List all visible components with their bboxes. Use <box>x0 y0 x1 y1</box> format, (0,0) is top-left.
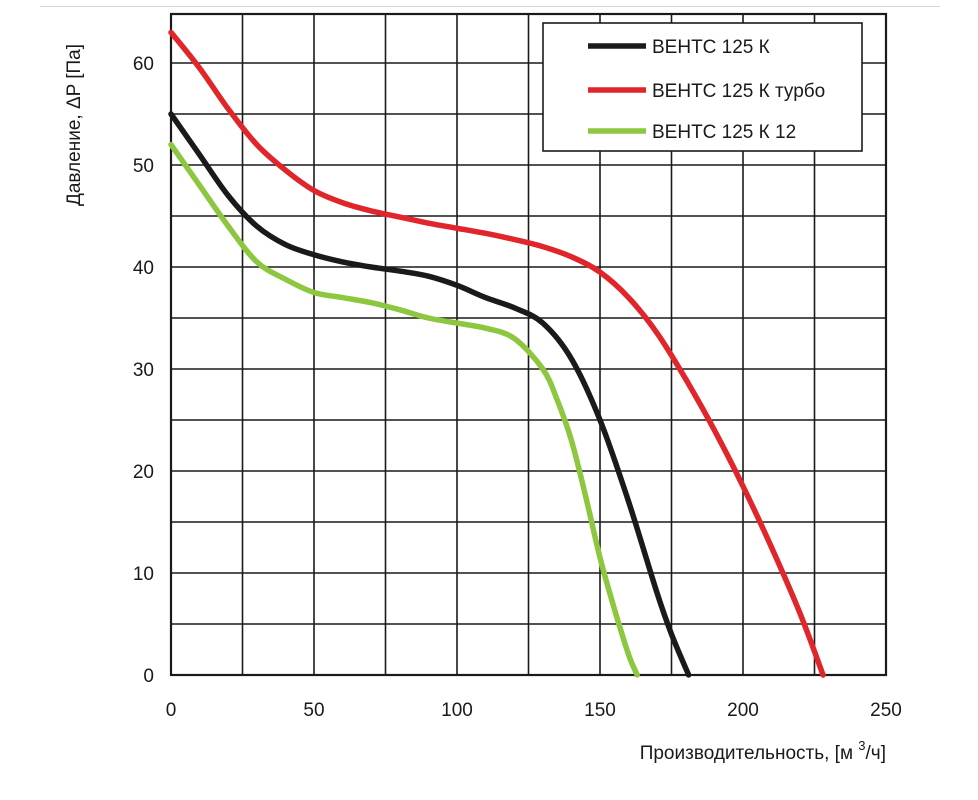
legend: ВЕНТС 125 К ВЕНТС 125 К турбо ВЕНТС 125 К … <box>542 22 863 152</box>
x-tick-label: 150 <box>584 700 616 721</box>
legend-entry-label: ВЕНТС 125 К 12 <box>652 122 796 143</box>
x-tick-label: 50 <box>303 700 324 721</box>
series-group <box>168 29 826 678</box>
legend-entry-label: ВЕНТС 125 К <box>652 37 770 58</box>
y-tick-label: 40 <box>133 258 154 279</box>
x-tick-label: 200 <box>727 700 759 721</box>
x-axis-title-main: Производительность, [м <box>640 743 859 764</box>
grid <box>169 12 888 677</box>
axes: 0 50 100 150 200 250 0 10 20 30 40 50 60 Производител… <box>64 44 902 764</box>
y-tick-label: 0 <box>143 666 154 687</box>
y-axis-title: Давление, ΔP [Па] <box>64 44 85 206</box>
legend-entry-label: ВЕНТС 125 К турбо <box>652 81 825 102</box>
y-tick-label: 30 <box>133 360 154 381</box>
series-line-vents-125-k <box>168 111 692 678</box>
y-tick-label: 50 <box>133 156 154 177</box>
x-tick-label: 250 <box>870 700 902 721</box>
x-tick-label: 100 <box>441 700 473 721</box>
plot-frame <box>169 12 888 677</box>
x-axis-title-end: /ч] <box>866 743 886 764</box>
x-axis-title: Производительность, [м 3/ч] <box>640 738 886 764</box>
top-divider <box>40 6 940 7</box>
x-tick-label: 0 <box>166 700 177 721</box>
y-tick-label: 10 <box>133 564 154 585</box>
series-line-vents-125-k-12 <box>168 141 640 678</box>
y-tick-label: 60 <box>133 54 154 75</box>
x-axis-title-superscript: 3 <box>858 738 865 753</box>
y-tick-label: 20 <box>133 462 154 483</box>
series-line-vents-125-k-turbo <box>168 29 826 678</box>
